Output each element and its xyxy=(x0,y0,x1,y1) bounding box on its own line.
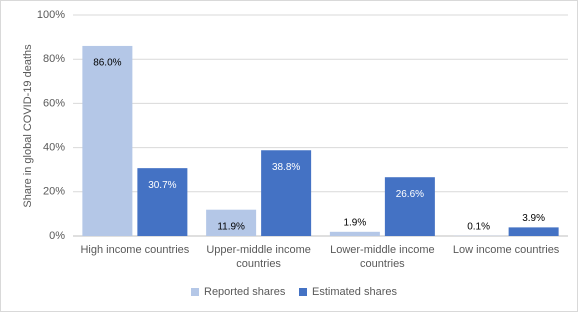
legend-swatch xyxy=(191,288,199,296)
legend-label: Reported shares xyxy=(204,286,286,298)
bar xyxy=(82,45,133,236)
y-tick-label: 20% xyxy=(43,186,65,198)
y-tick-label: 40% xyxy=(43,142,65,154)
data-label: 3.9% xyxy=(522,213,545,224)
bar xyxy=(206,209,257,236)
legend-label: Estimated shares xyxy=(312,286,397,298)
y-tick-label: 60% xyxy=(43,97,65,109)
legend-item: Estimated shares xyxy=(299,286,397,298)
data-label: 26.6% xyxy=(396,189,424,200)
bar xyxy=(384,177,435,236)
y-tick-label: 0% xyxy=(49,230,65,242)
legend-item: Reported shares xyxy=(191,286,285,298)
data-label: 1.9% xyxy=(343,217,366,228)
data-label: 11.9% xyxy=(217,221,245,232)
x-tick-label: High income countries xyxy=(80,244,190,256)
bar xyxy=(508,227,559,236)
data-label: 30.7% xyxy=(148,180,176,191)
y-tick-label: 80% xyxy=(43,53,65,65)
bar xyxy=(329,231,380,236)
data-label: 86.0% xyxy=(93,58,121,69)
data-label: 38.8% xyxy=(272,162,300,173)
x-tick-label: Lower-middle income countries xyxy=(330,244,435,270)
y-axis-label: Share in global COVID-19 deaths xyxy=(22,44,34,208)
legend-swatch xyxy=(299,288,307,296)
y-tick-label: 100% xyxy=(37,9,65,21)
data-label: 0.1% xyxy=(467,221,490,232)
x-tick-label: Low income countries xyxy=(452,244,560,256)
bar xyxy=(137,168,188,236)
bar xyxy=(261,150,312,236)
x-tick-label: Upper-middle income countries xyxy=(206,244,311,270)
